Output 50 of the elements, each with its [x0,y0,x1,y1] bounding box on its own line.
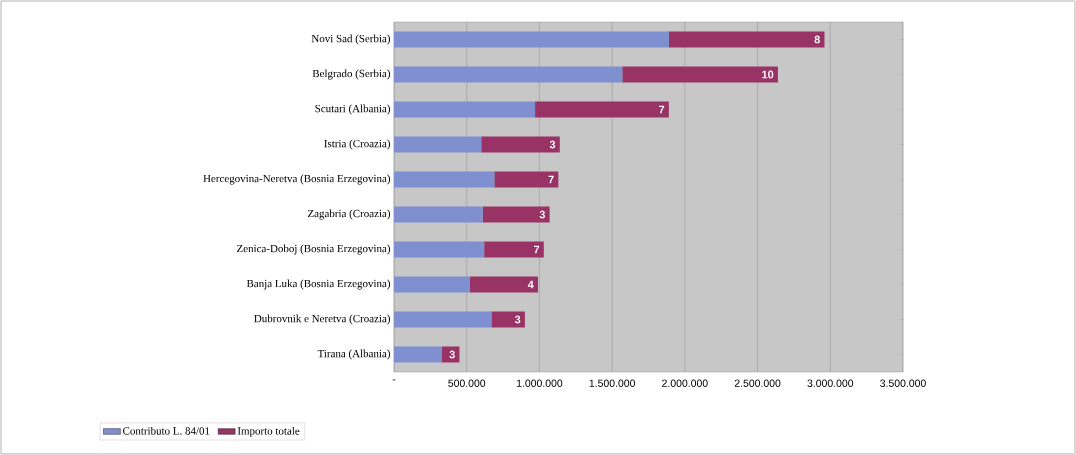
bar [622,66,778,83]
x-tick-label: - [392,379,396,381]
annotation: 4 [527,280,534,289]
annotation: 3 [449,350,455,359]
legend-label: Contributo L. 84/01 [123,426,210,435]
x-tick-label: 2.000.000 [662,379,708,387]
y-tick-label: Zenica-Doboj (Bosnia Erzegovina) [237,244,391,255]
annotation: 7 [548,175,554,184]
bar [481,136,560,153]
bar [469,276,538,293]
bar [668,31,825,48]
bar [394,241,485,258]
y-tick-label: Banja Luka (Bosnia Erzegovina) [246,279,391,290]
bar [442,346,460,363]
y-tick-label: Istria (Croazia) [324,139,391,150]
y-tick-label: Zagabria (Croazia) [307,209,391,220]
bar [394,101,536,118]
bar [394,311,492,328]
x-tick-label: 2.500.000 [734,379,781,387]
annotation: 10 [762,70,774,79]
x-tick-label: 1.500.000 [589,379,635,387]
bar [394,346,442,363]
x-tick-label: 3.500.000 [880,379,926,387]
bar [394,31,669,48]
y-tick-label: Novi Sad (Serbia) [311,34,391,45]
y-tick-label: Scutari (Albania) [315,104,391,115]
y-tick-label: Tirana (Albania) [317,349,391,360]
annotation: 7 [659,105,665,114]
bar [394,136,482,153]
bar [394,206,483,223]
annotation: 8 [814,35,820,44]
bar [394,66,623,83]
annotation: 3 [514,315,521,324]
y-tick-label: Belgrado (Serbia) [312,69,391,80]
bar [491,311,525,328]
x-tick-label: 3.000.000 [807,379,854,387]
bar [394,171,495,188]
legend-label: Importo totale [237,426,300,437]
annotation: 3 [549,140,556,149]
x-tick-label: 1.000.000 [516,379,563,387]
bar [484,241,544,258]
x-tick-label: 500.000 [448,379,486,387]
bar [394,276,470,293]
bar [494,171,559,188]
bar [482,206,550,223]
y-tick-label: Dubrovnik e Neretva (Croazia) [254,314,391,325]
annotation: 7 [533,245,540,254]
y-tick-label: Hercegovina-Neretva (Bosnia Erzegovina) [203,174,391,185]
annotation: 3 [539,210,546,219]
bar [535,101,669,118]
